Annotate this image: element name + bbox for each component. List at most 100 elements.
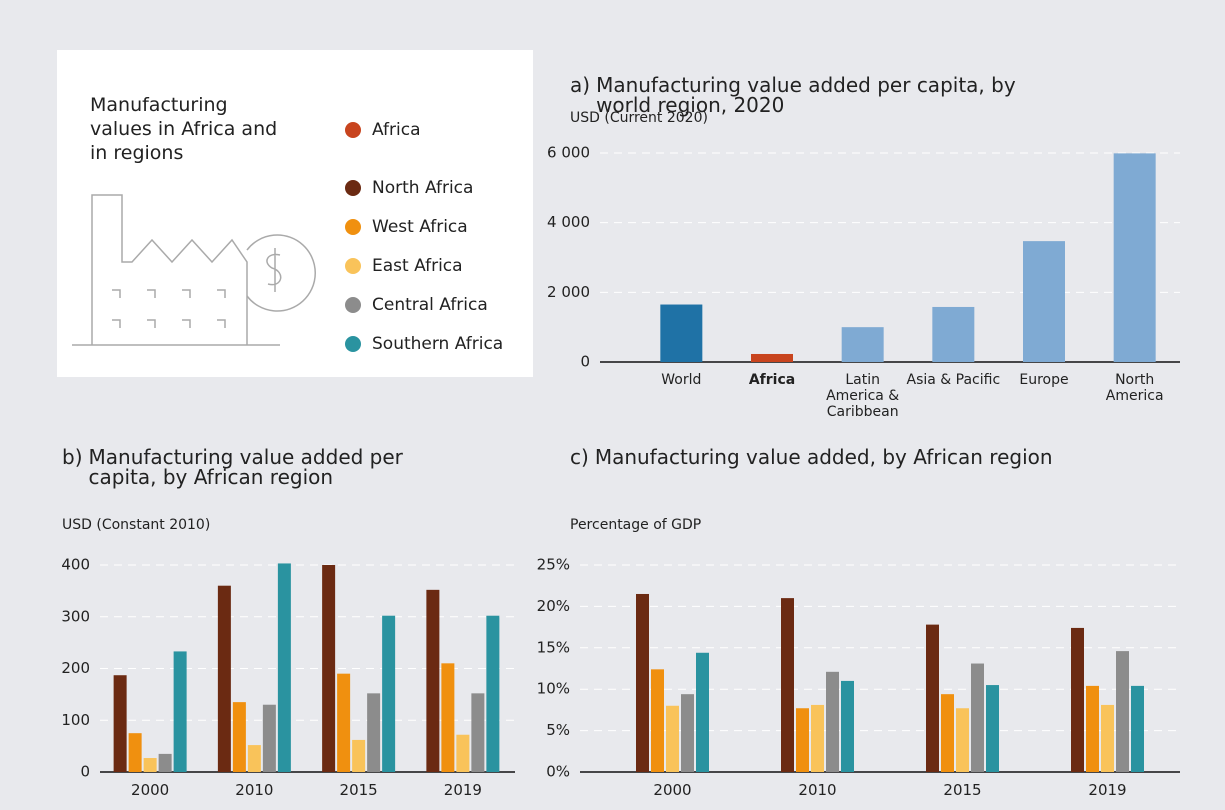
y-tick-label: 100 bbox=[61, 711, 90, 729]
legend-title: Manufacturing values in Africa and in re… bbox=[90, 94, 278, 164]
x-tick-label: North America bbox=[1105, 372, 1164, 404]
x-tick-label: Europe bbox=[1019, 372, 1069, 388]
bar bbox=[1086, 685, 1099, 772]
legend-label: Central Africa bbox=[372, 295, 488, 315]
chart-title-block: a) Manufacturing value added per capita, … bbox=[570, 75, 1066, 115]
bar bbox=[217, 585, 231, 772]
legend-swatch bbox=[345, 219, 361, 235]
y-tick-label: 15% bbox=[537, 638, 570, 656]
bar bbox=[247, 745, 261, 772]
bar bbox=[426, 589, 440, 772]
y-tick-label: 2 000 bbox=[547, 283, 590, 301]
y-tick-label: 6 000 bbox=[547, 144, 590, 162]
bar bbox=[932, 306, 975, 362]
x-tick-label: World bbox=[661, 372, 702, 388]
bar bbox=[173, 651, 187, 772]
chart-title-block: b) Manufacturing value added per capita, … bbox=[62, 447, 419, 487]
bar bbox=[486, 615, 500, 772]
bar bbox=[826, 671, 839, 772]
bar bbox=[352, 739, 366, 772]
bar bbox=[441, 663, 455, 772]
bar bbox=[841, 680, 854, 772]
x-tick-label: Africa bbox=[748, 372, 796, 388]
bar bbox=[941, 694, 954, 772]
bar bbox=[1116, 651, 1129, 772]
legend-swatch bbox=[345, 122, 361, 138]
chart-label: a) bbox=[570, 73, 591, 97]
bar bbox=[841, 327, 884, 362]
chart-title: Manufacturing value added per capita, by… bbox=[88, 445, 403, 489]
chart-title: Manufacturing value added, by African re… bbox=[594, 445, 1053, 469]
chart-title: Manufacturing value added per capita, by… bbox=[596, 73, 1016, 117]
y-tick-label: 0 bbox=[80, 763, 90, 781]
chart-label: b) bbox=[62, 445, 83, 469]
x-tick-label: 2019 bbox=[443, 781, 482, 799]
bar bbox=[337, 673, 351, 772]
y-tick-label: 20% bbox=[537, 597, 570, 615]
bar bbox=[113, 675, 127, 772]
x-tick-label: 2015 bbox=[339, 781, 378, 799]
factory-icon bbox=[72, 194, 316, 346]
y-tick-label: 5% bbox=[546, 721, 570, 739]
legend-label: North Africa bbox=[372, 178, 473, 198]
x-tick-label: Latin America & Caribbean bbox=[826, 372, 900, 420]
bar bbox=[128, 733, 142, 772]
y-tick-label: 4 000 bbox=[547, 213, 590, 231]
y-tick-label: 400 bbox=[61, 556, 90, 574]
legend-label: Southern Africa bbox=[372, 334, 503, 354]
bar bbox=[158, 753, 172, 772]
legend-label: East Africa bbox=[372, 256, 463, 276]
x-tick-label: 2000 bbox=[131, 781, 170, 799]
chart-title-block: c) Manufacturing value added, by African … bbox=[570, 447, 1195, 467]
legend-swatch bbox=[345, 336, 361, 352]
bar bbox=[681, 694, 694, 772]
bar bbox=[986, 685, 999, 772]
x-tick-label: 2015 bbox=[943, 781, 982, 799]
y-axis-label: USD (Constant 2010) bbox=[62, 517, 211, 533]
bar bbox=[636, 593, 649, 772]
bar bbox=[1131, 685, 1144, 772]
bar bbox=[696, 652, 709, 772]
bar bbox=[971, 663, 984, 772]
bar bbox=[382, 615, 396, 772]
bar bbox=[651, 669, 664, 772]
bar bbox=[262, 704, 276, 772]
legend-swatch bbox=[345, 258, 361, 274]
x-tick-label: 2019 bbox=[1088, 781, 1127, 799]
y-tick-label: 25% bbox=[537, 556, 570, 574]
bar bbox=[956, 708, 969, 772]
bar bbox=[232, 702, 246, 772]
x-tick-label: 2000 bbox=[653, 781, 692, 799]
y-axis-label: USD (Current 2020) bbox=[570, 110, 708, 126]
bar bbox=[1023, 241, 1065, 362]
bar bbox=[322, 565, 336, 772]
legend-label: West Africa bbox=[372, 217, 468, 237]
y-tick-label: 10% bbox=[537, 680, 570, 698]
bar bbox=[796, 708, 809, 772]
bar bbox=[811, 704, 824, 772]
bar bbox=[1113, 153, 1156, 362]
bar bbox=[666, 705, 679, 772]
x-tick-label: 2010 bbox=[798, 781, 837, 799]
bar bbox=[926, 624, 939, 772]
legend-panel bbox=[57, 50, 533, 377]
chart-label: c) bbox=[570, 445, 589, 469]
bar bbox=[1101, 704, 1114, 772]
legend-swatch bbox=[345, 180, 361, 196]
legend-swatch bbox=[345, 297, 361, 313]
legend-label: Africa bbox=[372, 120, 421, 140]
x-tick-label: 2010 bbox=[235, 781, 274, 799]
bar bbox=[1071, 627, 1084, 772]
y-tick-label: 0 bbox=[580, 353, 590, 371]
y-tick-label: 0% bbox=[546, 763, 570, 781]
bar bbox=[277, 563, 291, 772]
bar bbox=[456, 734, 470, 772]
y-axis-label: Percentage of GDP bbox=[570, 517, 702, 533]
y-tick-label: 200 bbox=[61, 659, 90, 677]
bar bbox=[781, 598, 794, 772]
bar bbox=[143, 758, 157, 772]
y-tick-label: 300 bbox=[61, 607, 90, 625]
bar bbox=[471, 693, 485, 772]
